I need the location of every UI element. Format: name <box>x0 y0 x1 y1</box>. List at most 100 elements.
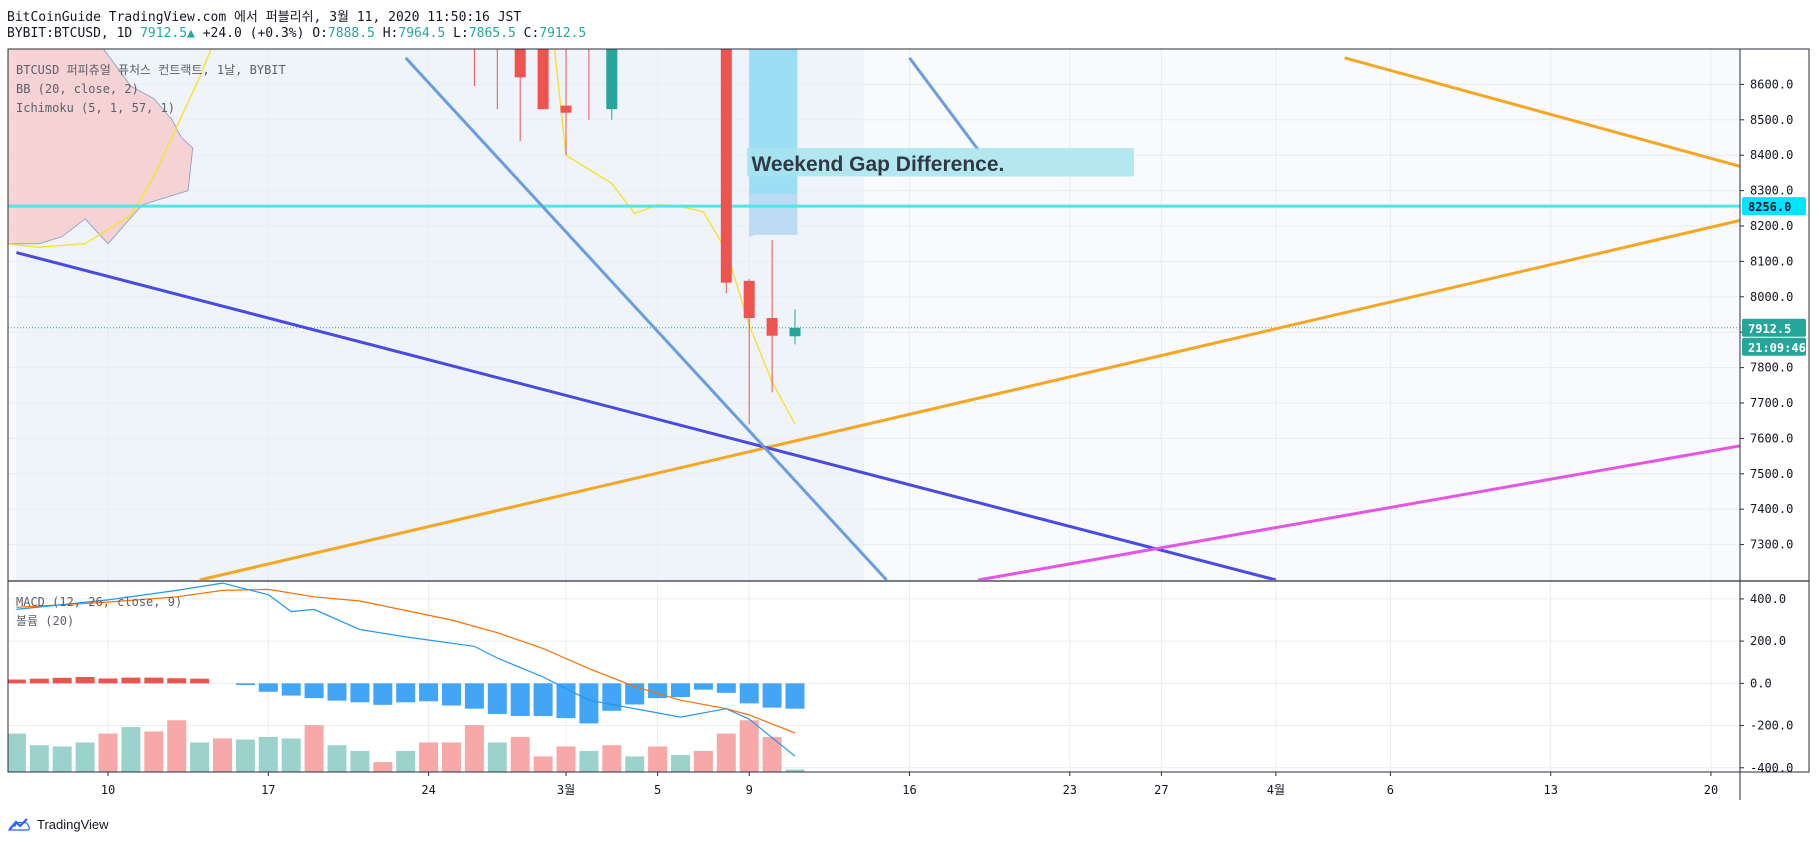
macd-histogram-bar <box>671 683 690 698</box>
ichimoku-conversion-line <box>8 49 212 248</box>
annotation-box <box>746 148 1134 177</box>
time-tick-label: 3월 <box>557 783 575 797</box>
macd-histogram-bar <box>602 683 622 711</box>
chart-frame <box>7 48 1810 773</box>
volume-bar <box>327 745 347 772</box>
level-price-badge <box>1742 197 1806 216</box>
macd-histogram-bar <box>235 683 255 686</box>
macd-histogram-bar <box>396 683 416 703</box>
macd-legend: MACD (12, 26, close, 9) <box>16 595 182 609</box>
indicator-legend: BTCUSD 퍼피츄얼 퓨처스 컨트랙트, 1날, BYBIT <box>16 63 286 77</box>
time-tick-label: 6 <box>1387 783 1394 797</box>
macd-histogram-bar <box>510 683 530 717</box>
volume-bar <box>29 745 49 772</box>
macd-histogram-bar <box>327 683 347 701</box>
trendline <box>977 444 1740 580</box>
trendline <box>199 218 1740 580</box>
candle-body <box>469 31 480 49</box>
volume-bar <box>258 736 278 772</box>
candle-body <box>629 14 640 21</box>
ichimoku-cloud-blue <box>749 194 798 235</box>
trendline <box>908 56 980 151</box>
open-value: 7888.5 <box>327 26 375 41</box>
price-tick-label: 7800.0 <box>1750 361 1793 375</box>
time-tick-label: 17 <box>261 783 275 797</box>
change-arrow-icon: ▲ <box>187 26 195 41</box>
macd-histogram-bar <box>373 683 393 705</box>
tradingview-cloud-icon <box>8 818 30 831</box>
volume-bar <box>213 738 232 772</box>
last-price-label: 7912.5 <box>140 26 188 41</box>
price-tick-label: 8500.0 <box>1750 113 1793 127</box>
macd-histogram-bar <box>716 683 736 693</box>
time-tick-label: 23 <box>1063 783 1077 797</box>
macd-histogram-bar <box>52 677 72 684</box>
ohlc-legend: BYBIT:BTCUSD, 1D 7912.5▲ +24.0 (+0.3%) O… <box>7 26 586 41</box>
price-tick-label: 8000.0 <box>1750 290 1793 304</box>
close-value: 7912.5 <box>539 26 587 41</box>
macd-tick-label: 0.0 <box>1750 676 1772 690</box>
macd-histogram-bar <box>579 683 599 724</box>
price-tick-label: 7400.0 <box>1750 502 1793 516</box>
volume-bar <box>419 742 439 772</box>
indicator-legend: Ichimoku (5, 1, 57, 1) <box>16 101 175 115</box>
macd-legend: 볼륨 (20) <box>16 614 74 628</box>
price-tick-label: 7300.0 <box>1750 538 1793 552</box>
tradingview-logo[interactable]: TradingView <box>7 816 109 832</box>
volume-bar <box>167 720 187 772</box>
volume-bar <box>281 738 301 772</box>
high-label: H: <box>382 26 399 41</box>
last-price-badge-text: 7912.5 <box>1748 322 1791 336</box>
price-tick-label: 7700.0 <box>1750 396 1793 410</box>
countdown-badge <box>1742 337 1806 356</box>
candle-body <box>743 280 755 319</box>
price-tick-label: 7600.0 <box>1750 431 1793 445</box>
macd-histogram-bar <box>121 677 141 684</box>
price-tick-label: 8100.0 <box>1750 254 1793 268</box>
macd-histogram-bar <box>625 683 645 705</box>
candle-body <box>537 49 549 110</box>
macd-histogram-bar <box>304 683 324 699</box>
price-tick-label: 8300.0 <box>1750 184 1793 198</box>
volume-bar <box>235 739 255 772</box>
volume-bar <box>785 769 805 772</box>
volume-bar <box>373 762 393 772</box>
annotation-text: Weekend Gap Difference. <box>751 153 1004 176</box>
macd-axis <box>1741 582 1808 771</box>
macd-histogram-bar <box>350 683 370 703</box>
high-value: 7964.5 <box>398 26 446 41</box>
macd-histogram-bar <box>281 683 301 696</box>
volume-bar <box>304 725 324 772</box>
macd-histogram-bar <box>487 683 507 714</box>
macd-histogram-bar <box>75 677 95 684</box>
volume-bar <box>625 756 645 772</box>
time-tick-label: 24 <box>421 783 435 797</box>
time-tick-label: 16 <box>902 783 916 797</box>
trendline <box>1344 56 1740 168</box>
last-price-badge <box>1742 318 1806 337</box>
time-tick-label: 4월 <box>1267 783 1285 797</box>
volume-bar <box>510 736 530 772</box>
volume-bar <box>671 755 690 772</box>
candle-body <box>606 49 618 110</box>
open-label: O: <box>312 26 328 41</box>
macd-tick-label: -200.0 <box>1750 719 1793 733</box>
change-label: +24.0 (+0.3%) <box>202 26 305 41</box>
volume-bar <box>52 746 72 772</box>
publish-info: BitCoinGuide TradingView.com 에서 퍼블리쉬, 3월… <box>7 10 522 25</box>
candle-body <box>514 49 526 78</box>
signal-line <box>16 588 796 734</box>
volume-bar <box>8 733 26 772</box>
candle-body <box>492 28 503 49</box>
volume-bar <box>442 742 461 772</box>
macd-histogram-bar <box>98 678 118 684</box>
symbol-label[interactable]: BYBIT:BTCUSD, 1D <box>7 26 133 41</box>
macd-histogram-bar <box>785 683 805 709</box>
volume-bar <box>190 742 210 772</box>
ichimoku-cloud-red <box>8 49 194 245</box>
macd-histogram-bar <box>556 683 576 719</box>
macd-histogram-bar <box>762 683 782 708</box>
macd-histogram-bar <box>419 683 439 702</box>
volume-bar <box>648 746 668 772</box>
